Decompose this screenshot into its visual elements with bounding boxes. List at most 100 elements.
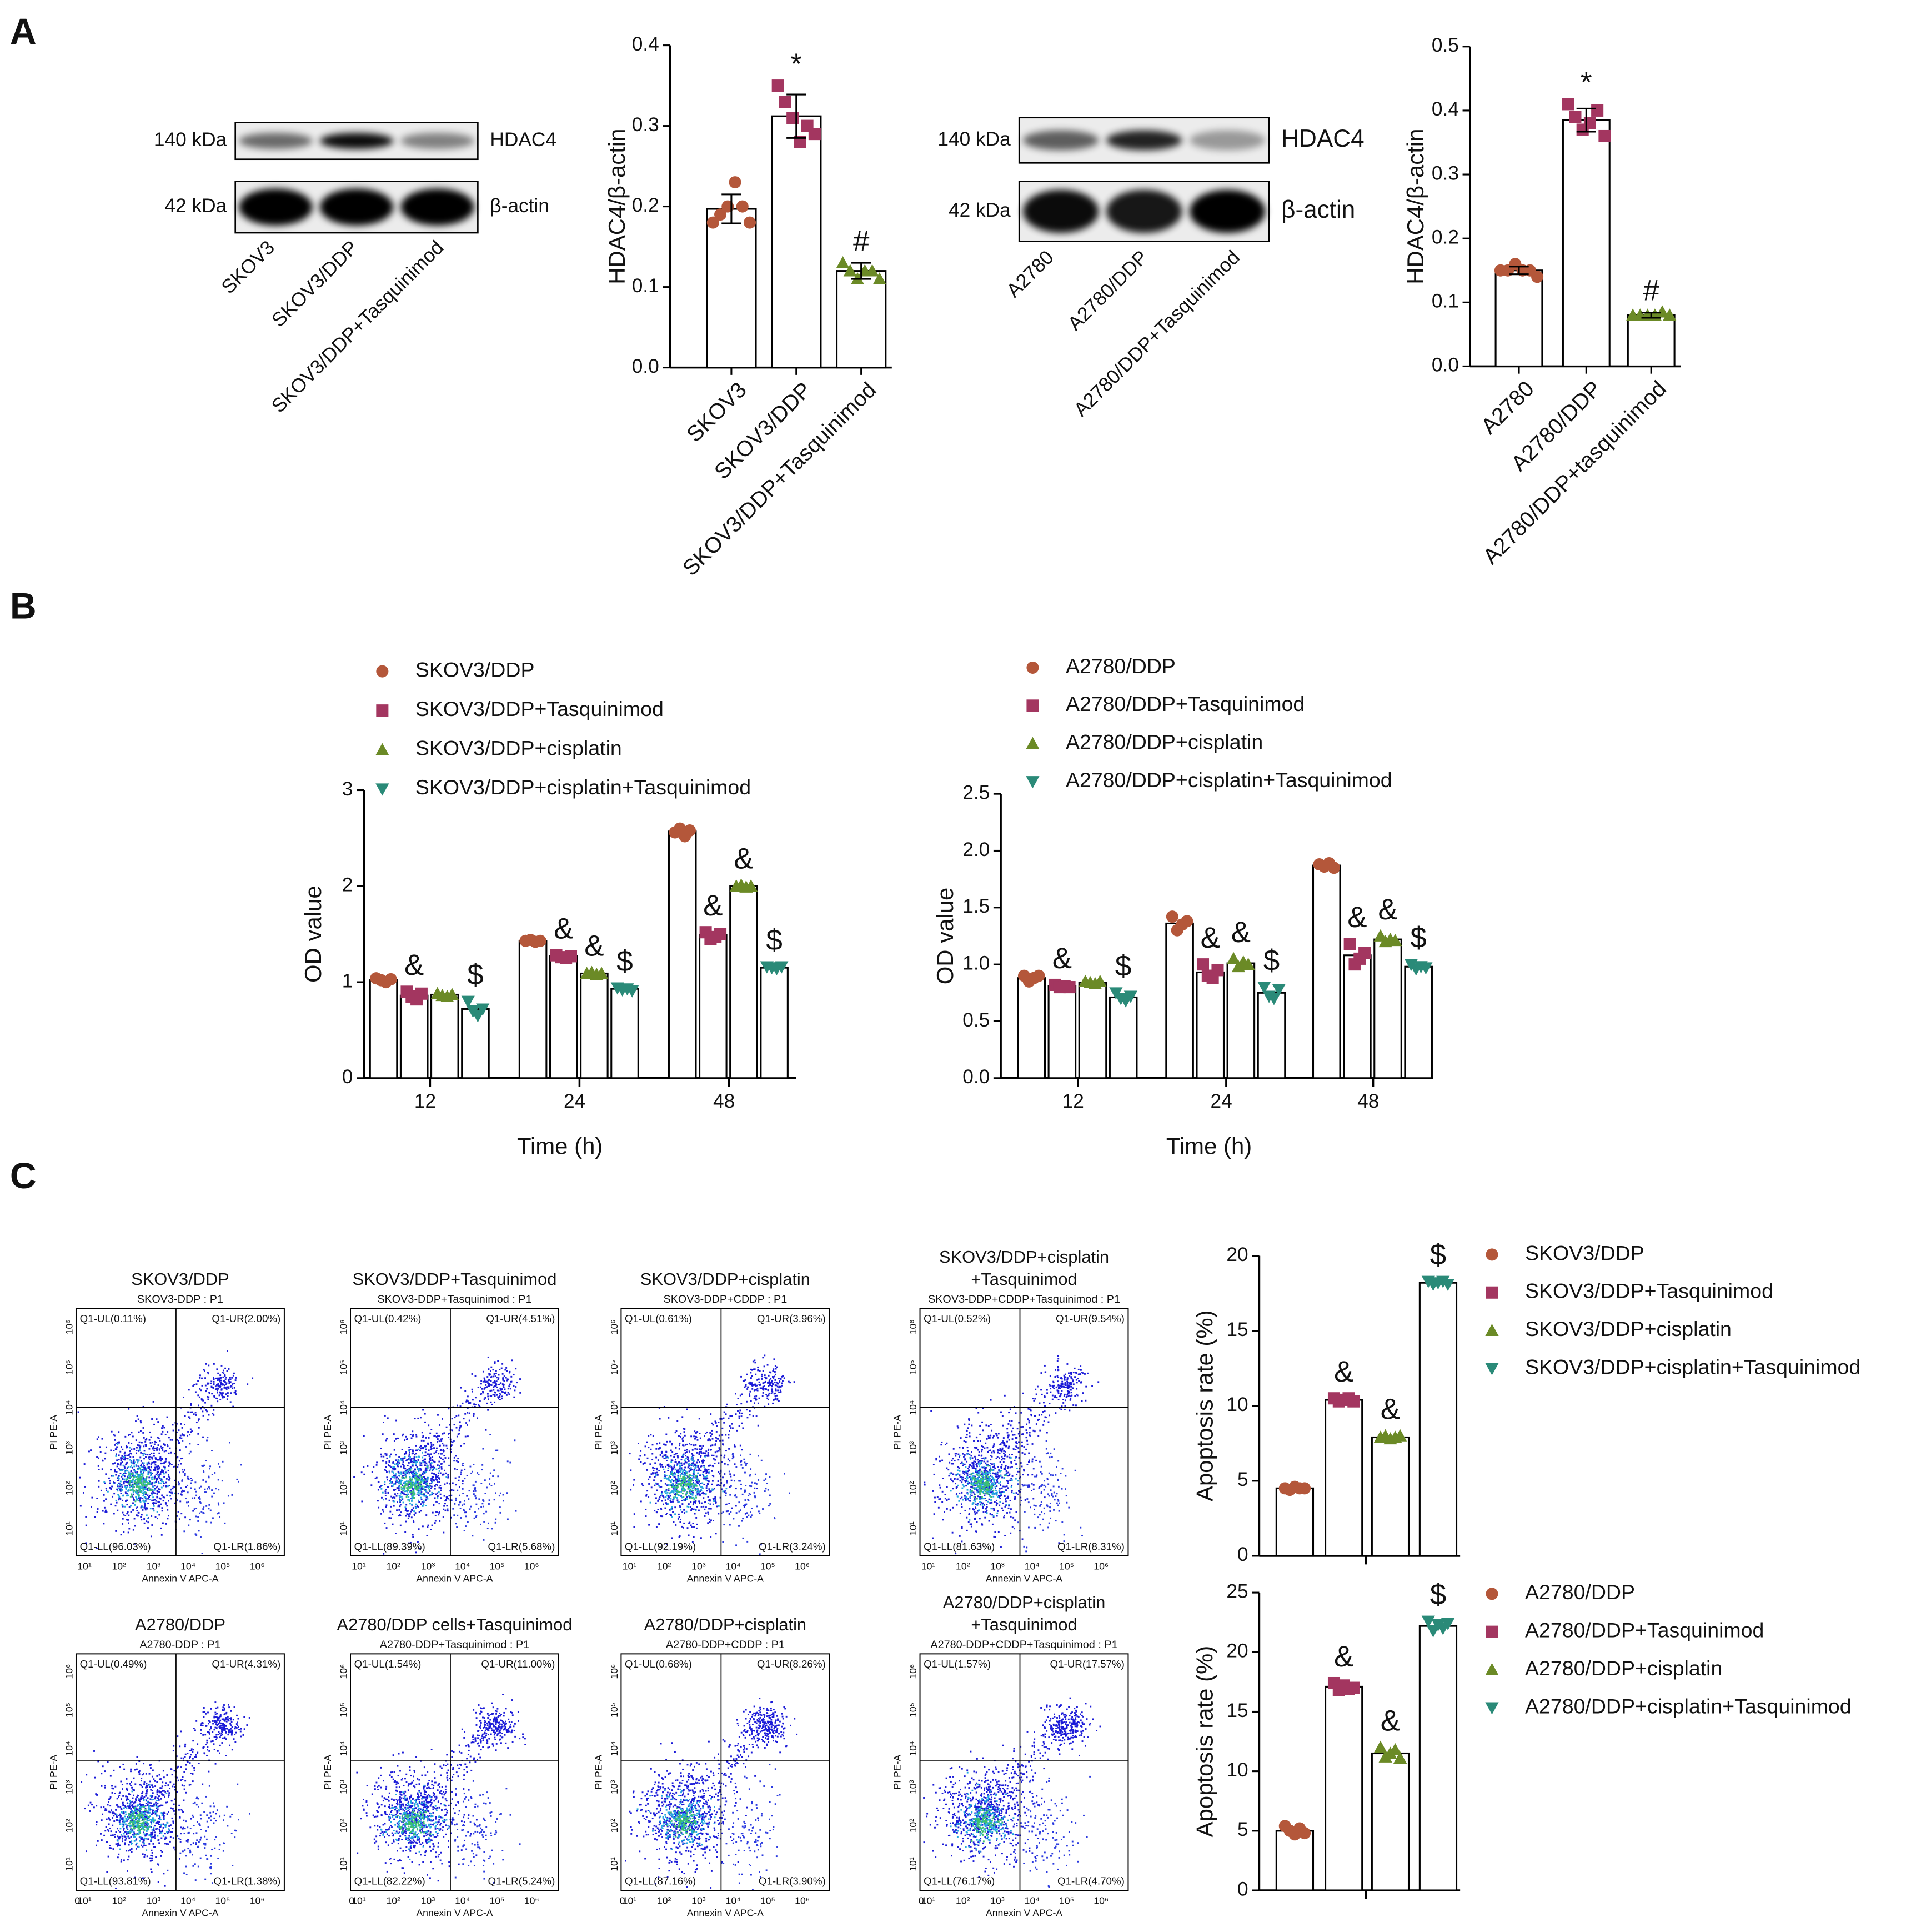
flow-dot: [768, 1385, 770, 1387]
flow-dot: [161, 1510, 163, 1512]
flow-dot: [422, 1485, 424, 1488]
flow-dot: [382, 1491, 384, 1494]
flow-dot: [122, 1474, 124, 1476]
flow-dot: [683, 1522, 685, 1524]
flow-dot: [137, 1468, 139, 1470]
flow-dot: [145, 1469, 147, 1471]
flow-dot: [124, 1458, 127, 1459]
flow-dot: [673, 1456, 675, 1458]
flow-dot: [118, 1475, 120, 1477]
flow-dot: [153, 1510, 155, 1512]
flow-dot: [675, 1468, 677, 1470]
flow-dot: [383, 1553, 385, 1555]
data-point: [1486, 1248, 1498, 1261]
flow-dot: [442, 1418, 443, 1420]
flow-dot: [690, 1501, 692, 1503]
flow-dot: [472, 1470, 473, 1473]
flow-dot: [974, 1493, 976, 1495]
flow-dot: [411, 1471, 413, 1474]
flow-dot: [778, 1400, 780, 1402]
flow-dot: [688, 1522, 690, 1524]
flow-dot: [187, 1484, 189, 1486]
flow-dot: [159, 1458, 162, 1460]
flow-dot: [725, 1488, 728, 1490]
flow-dot: [416, 1478, 418, 1480]
flow-dot: [488, 1522, 489, 1524]
flow-dot: [407, 1499, 409, 1501]
flow-dot: [690, 1490, 693, 1493]
flow-dot: [463, 1443, 465, 1445]
flow-title: SKOV3/DDP+cisplatin: [939, 1247, 1109, 1267]
flow-dot: [405, 1509, 407, 1511]
flow-dot: [986, 1510, 988, 1511]
flow-dot: [460, 1424, 462, 1427]
flow-dot: [418, 1491, 420, 1493]
flow-dot: [474, 1375, 477, 1377]
flow-dot: [141, 1514, 143, 1516]
flow-dot: [674, 1486, 676, 1488]
flow-dot: [769, 1494, 771, 1496]
flow-dot: [414, 1488, 415, 1490]
flow-dot: [991, 1455, 993, 1458]
flow-dot: [657, 1509, 659, 1510]
flow-dot: [932, 1537, 934, 1539]
flow-dot: [690, 1479, 693, 1481]
flow-dot: [397, 1470, 399, 1473]
flow-dot: [748, 1500, 750, 1501]
flow-dot: [474, 1490, 477, 1492]
flow-dot: [751, 1375, 753, 1377]
flow-dot: [676, 1491, 678, 1493]
flow-dot: [147, 1527, 149, 1529]
flow-dot: [162, 1481, 164, 1483]
flow-dot: [964, 1509, 966, 1511]
flow-dot: [437, 1481, 439, 1483]
bar: [549, 955, 578, 1079]
flow-dot: [688, 1463, 690, 1465]
flow-dot: [109, 1480, 111, 1482]
flow-dot: [156, 1449, 158, 1451]
flow-dot: [654, 1484, 656, 1486]
flow-dot: [739, 1412, 741, 1414]
flow-dot: [670, 1466, 673, 1468]
flow-dot: [491, 1403, 493, 1405]
flow-dot: [748, 1514, 750, 1516]
flow-dot: [418, 1490, 420, 1492]
flow-dot: [766, 1397, 769, 1399]
annotation: &: [1381, 1705, 1400, 1738]
flow-dot: [650, 1448, 652, 1450]
flow-dot: [741, 1412, 743, 1414]
flow-dot: [136, 1507, 137, 1509]
flow-dot: [162, 1471, 164, 1473]
flow-dot: [132, 1456, 134, 1458]
flow-dot: [140, 1463, 142, 1465]
flow-dot: [972, 1462, 974, 1464]
flow-dot: [222, 1376, 224, 1378]
flow-dot: [423, 1472, 425, 1474]
flow-dot: [129, 1481, 131, 1483]
legend-label: SKOV3/DDP+Tasquinimod: [1525, 1279, 1773, 1303]
bar: [1257, 992, 1286, 1079]
flow-dot: [490, 1389, 493, 1392]
flow-dot: [752, 1415, 754, 1417]
flow-dot: [702, 1487, 704, 1489]
flow-dot: [747, 1499, 749, 1501]
flow-dot: [774, 1384, 776, 1387]
flow-dot: [942, 1519, 944, 1521]
flow-dot: [148, 1463, 151, 1465]
flow-dot: [402, 1492, 404, 1494]
flow-dot: [638, 1458, 640, 1460]
flow-dot: [689, 1481, 691, 1483]
flow-dot: [133, 1476, 135, 1479]
flow-dot: [131, 1485, 133, 1488]
flow-dot: [440, 1466, 443, 1468]
flow-dot: [455, 1415, 458, 1417]
flow-dot: [653, 1469, 655, 1471]
flow-dot: [1012, 1516, 1015, 1519]
flow-dot: [153, 1489, 156, 1491]
flow-dot: [158, 1438, 160, 1439]
flow-dot: [169, 1495, 171, 1497]
flow-dot: [180, 1493, 182, 1495]
flow-dot: [981, 1457, 984, 1459]
flow-dot: [714, 1459, 716, 1461]
flow-dot: [646, 1457, 649, 1459]
